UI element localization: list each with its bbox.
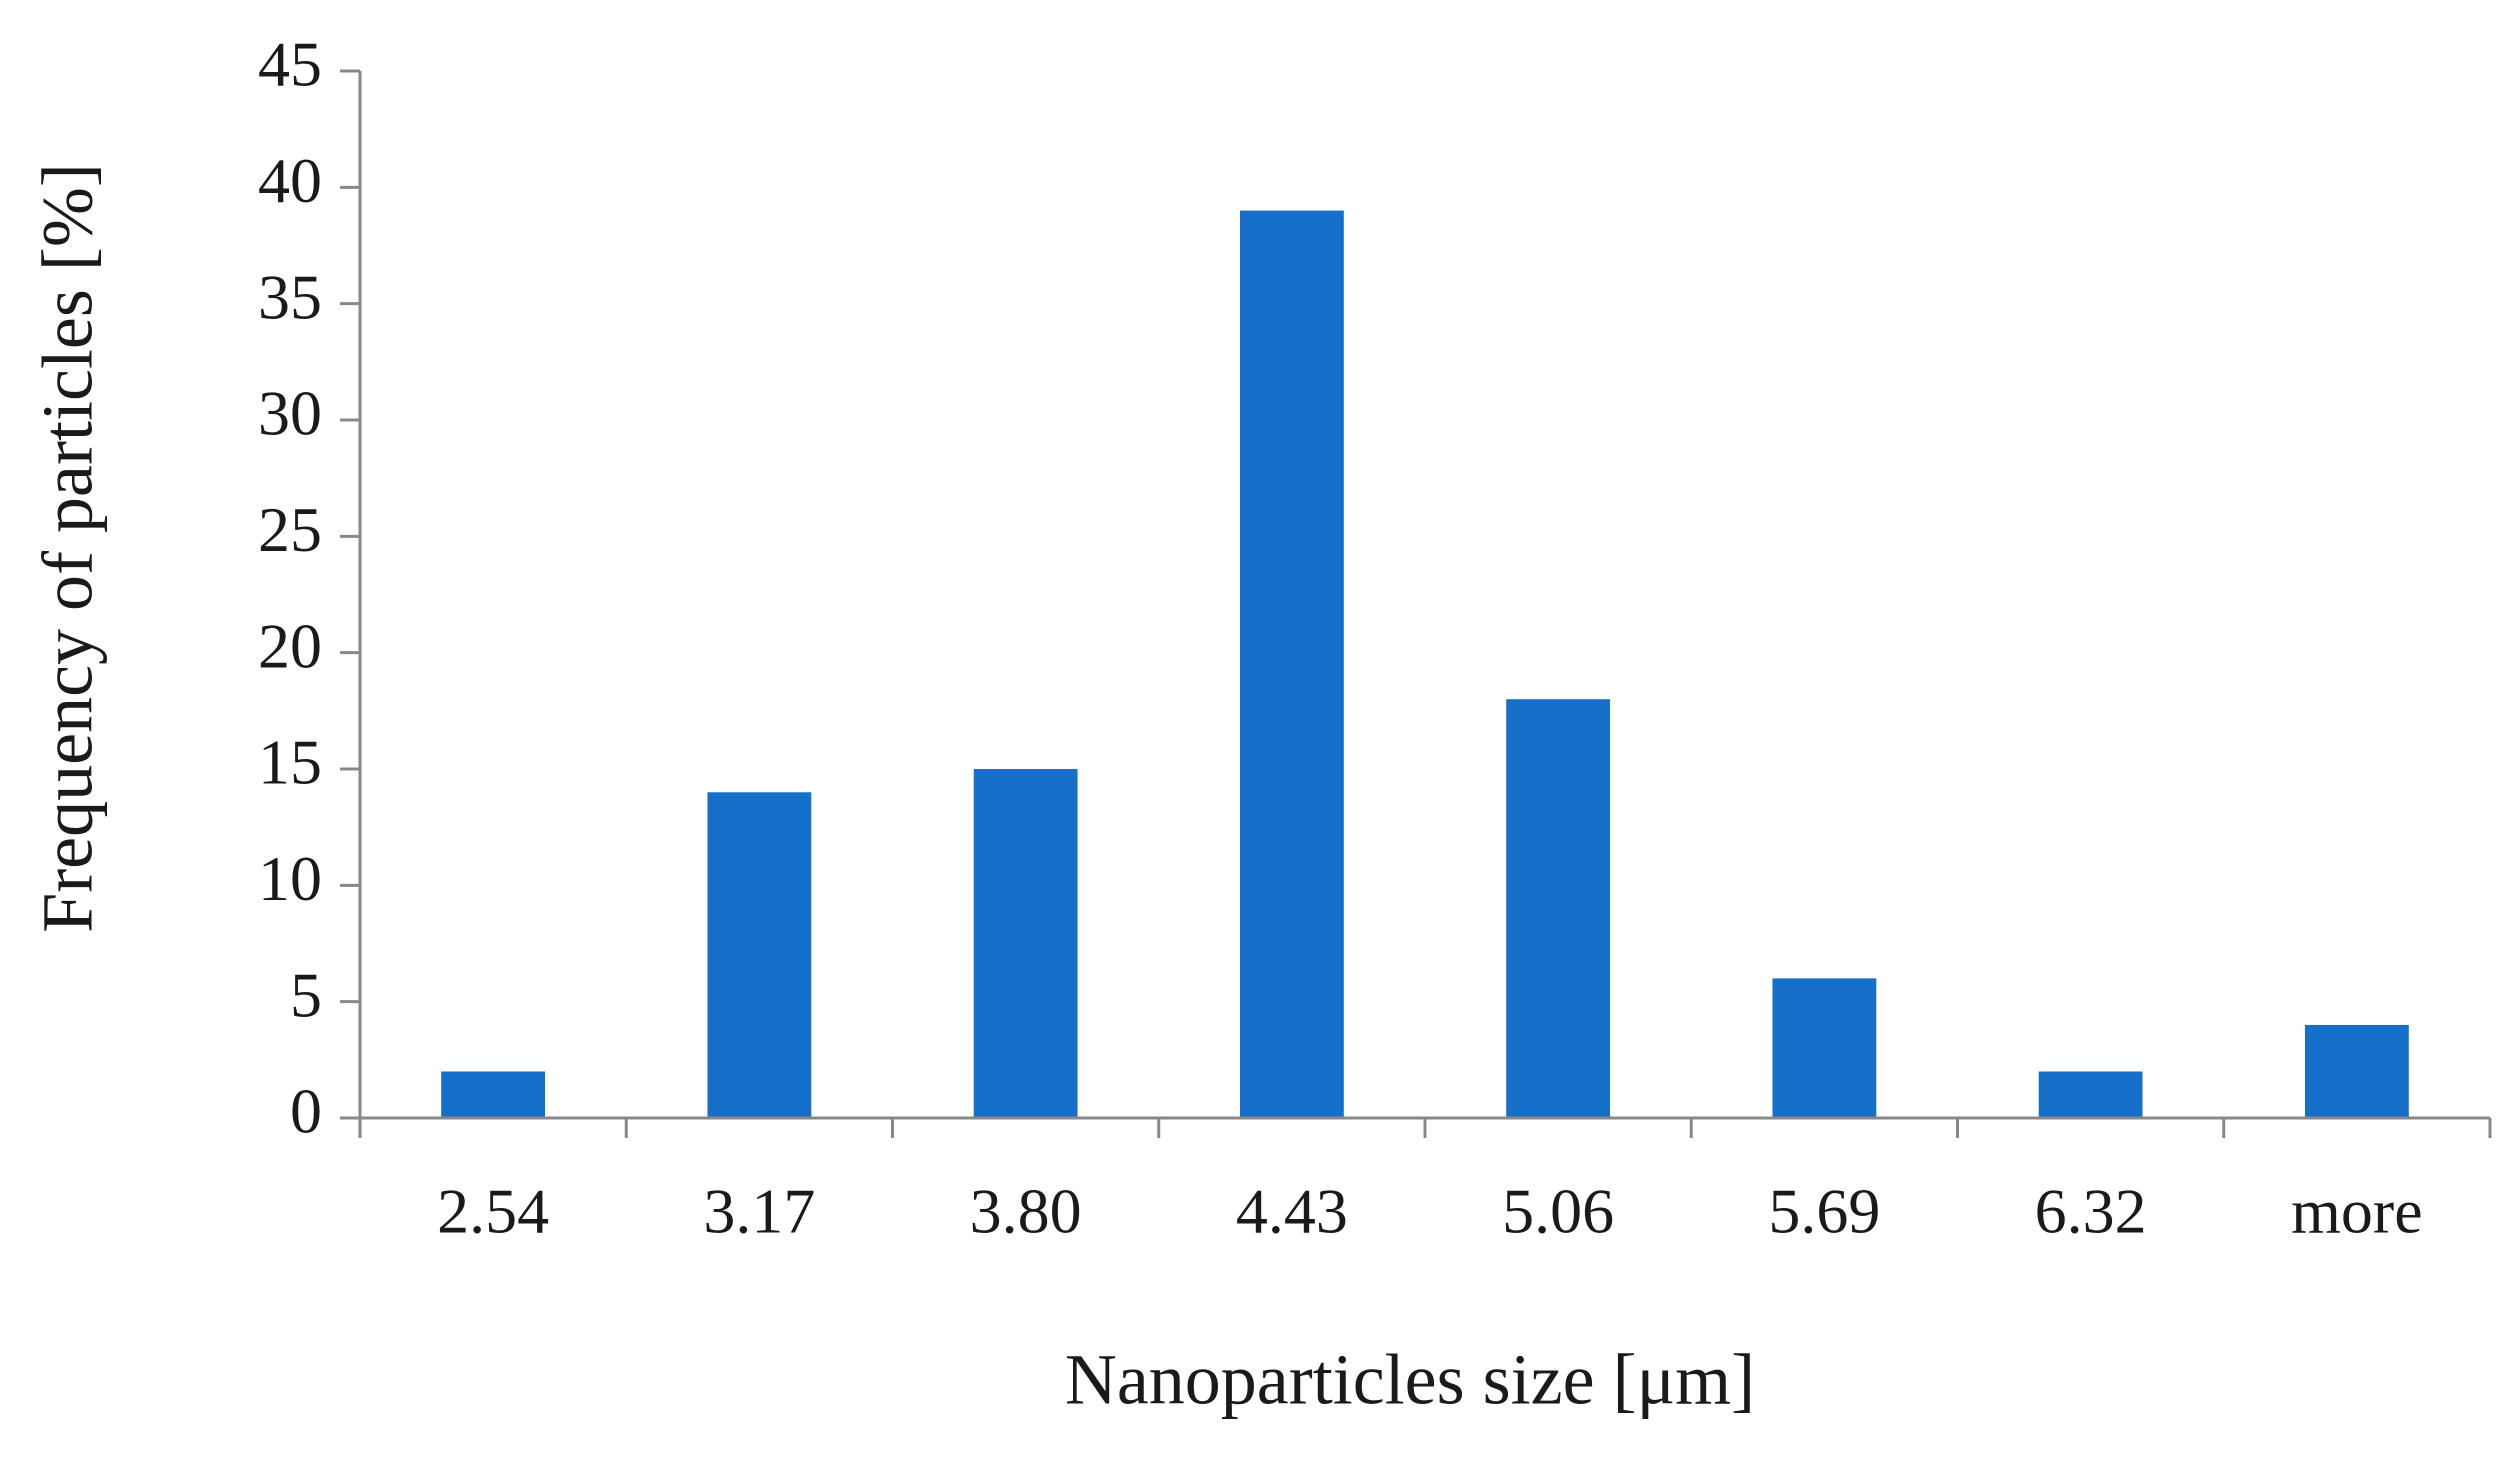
bar-6.32: [2038, 1071, 2143, 1118]
y-tick-label: 10: [258, 843, 322, 914]
bar-more: [2304, 1024, 2409, 1118]
y-tick-label: 25: [258, 494, 322, 565]
axes-group: [340, 69, 2492, 1138]
x-tick-label: more: [2291, 1176, 2423, 1247]
y-tick-labels: 0 5 10 15 20 25 30 35 40 45: [258, 29, 322, 1147]
bar-3.80: [973, 769, 1078, 1118]
y-tick-label: 45: [258, 29, 322, 100]
bar-5.06: [1506, 699, 1611, 1118]
bars-group: [441, 210, 2409, 1119]
x-axis-title: Nanoparticles size [μm]: [1065, 1340, 1755, 1420]
y-tick-label: 35: [258, 261, 322, 332]
y-tick-label: 30: [258, 378, 322, 449]
x-tick-label: 4.43: [1236, 1176, 1348, 1247]
y-axis-title: Frequency of particles [%]: [28, 163, 108, 933]
x-tick-label: 3.17: [703, 1176, 815, 1247]
x-tick-label: 3.80: [970, 1176, 1082, 1247]
y-tick-label: 20: [258, 610, 322, 681]
y-tick-label: 40: [258, 145, 322, 216]
bar-2.54: [441, 1071, 546, 1118]
y-tick-label: 0: [290, 1076, 322, 1147]
bar-5.69: [1772, 978, 1877, 1118]
y-tick-label: 5: [290, 959, 322, 1030]
bar-4.43: [1239, 210, 1344, 1119]
y-tick-label: 15: [258, 727, 322, 798]
x-tick-labels: 2.54 3.17 3.80 4.43 5.06 5.69 6.32 more: [437, 1176, 2423, 1247]
x-tick-label: 5.69: [1768, 1176, 1880, 1247]
x-tick-label: 6.32: [2035, 1176, 2147, 1247]
bar-3.17: [707, 792, 812, 1118]
x-tick-label: 5.06: [1502, 1176, 1614, 1247]
x-tick-label: 2.54: [437, 1176, 549, 1247]
